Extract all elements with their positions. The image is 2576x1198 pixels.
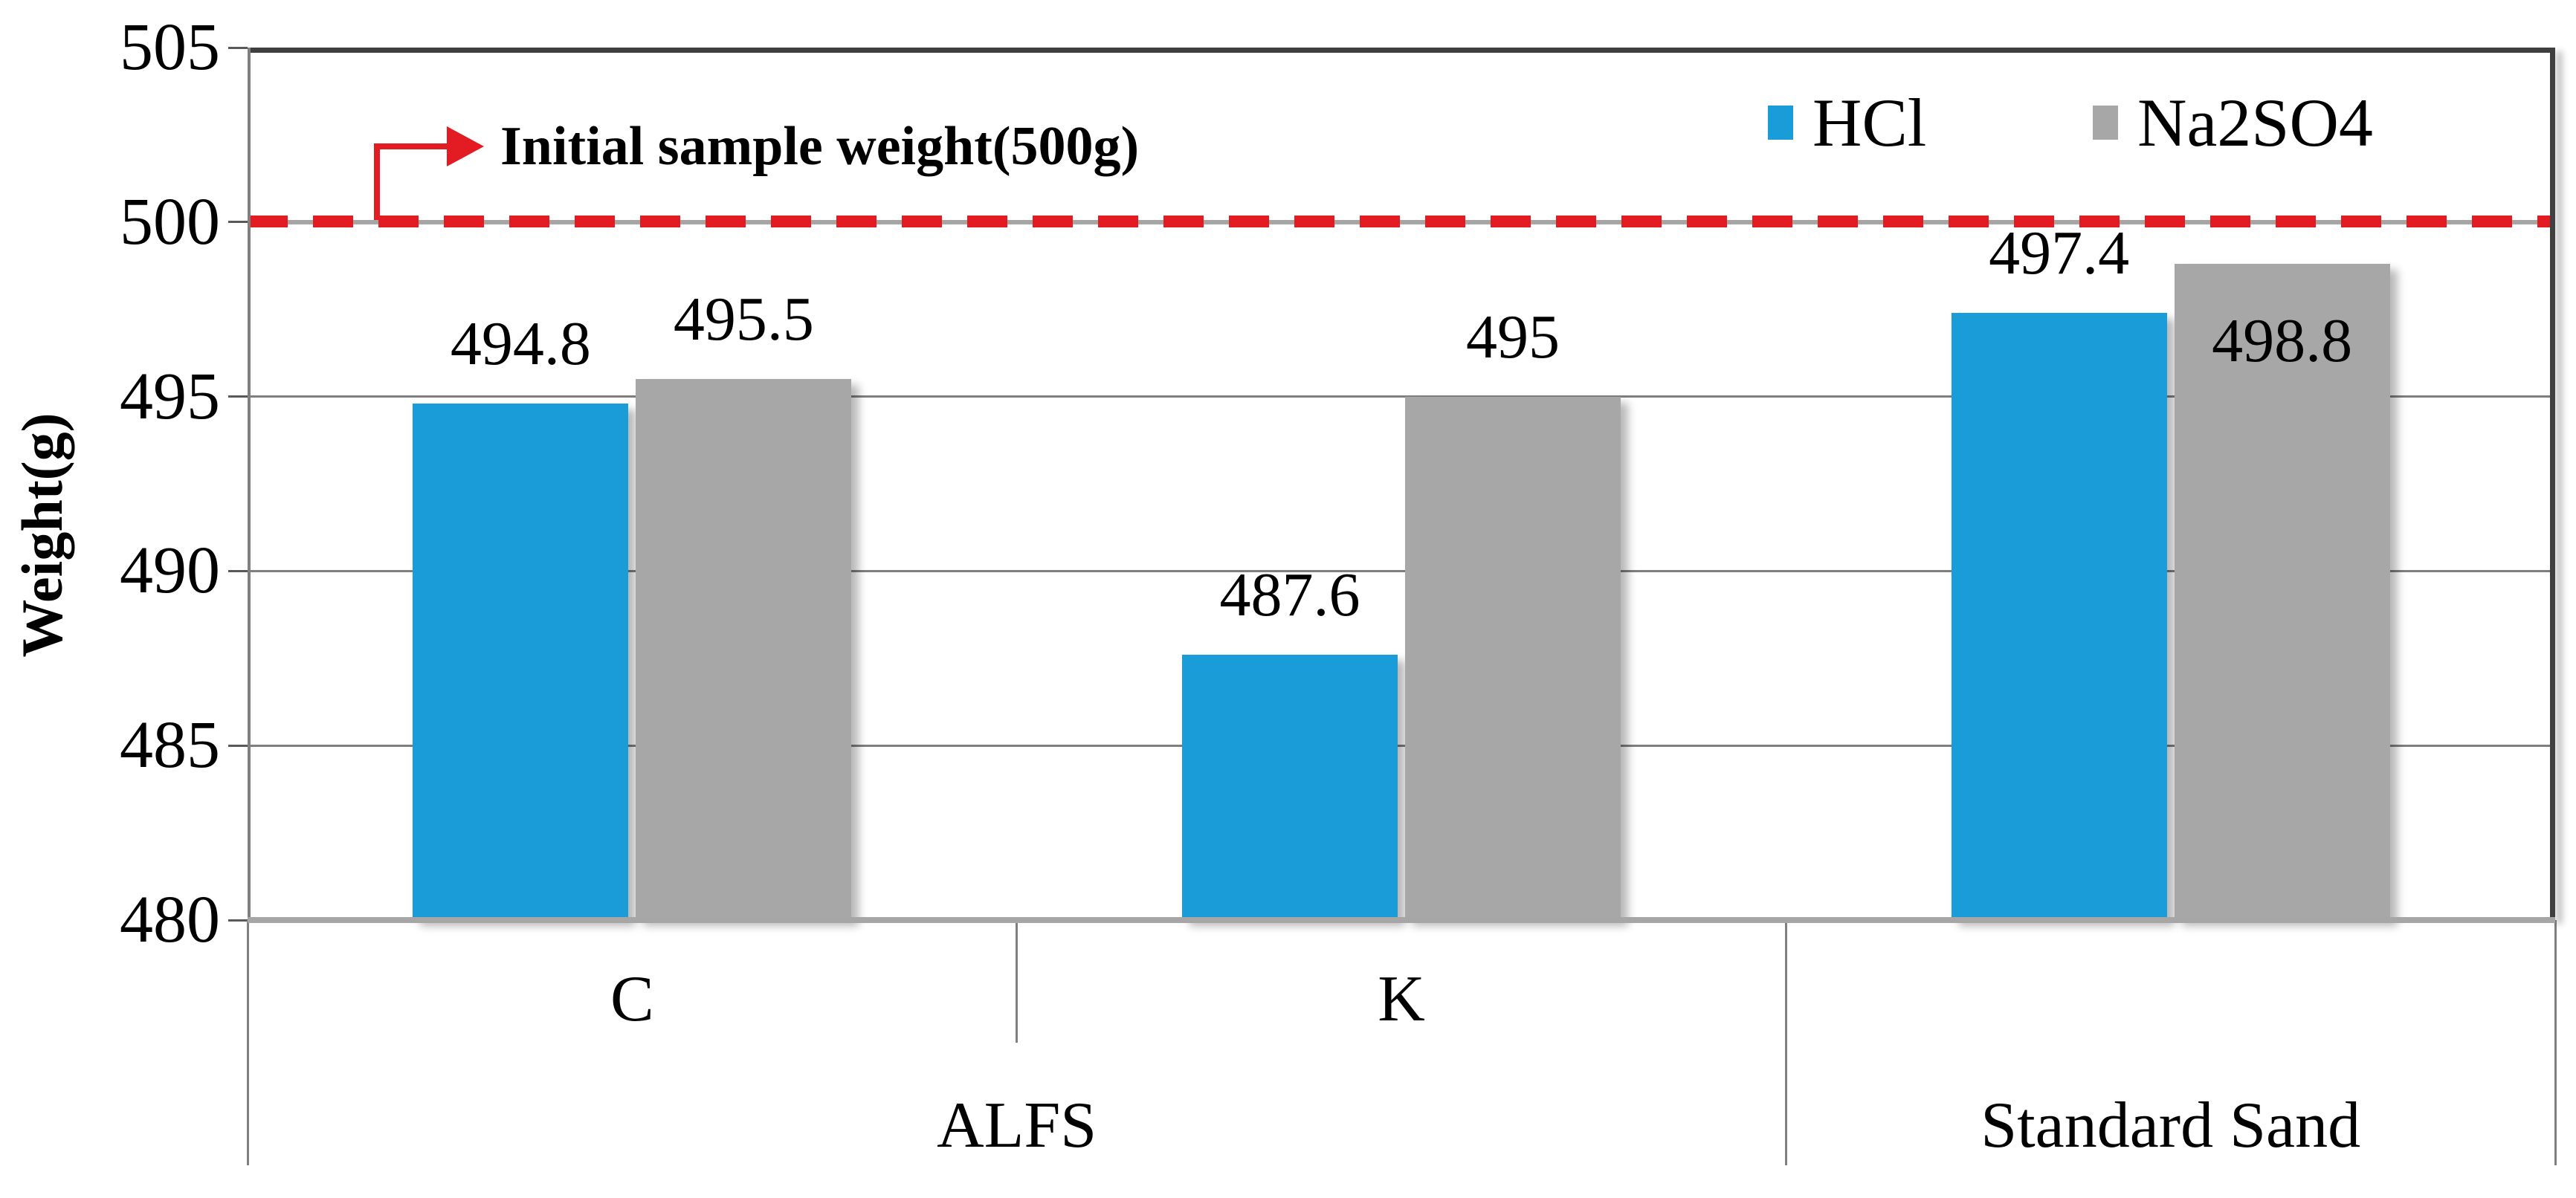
group-label-alfs: ALFS <box>937 1089 1097 1162</box>
y-tick-mark-485 <box>228 744 248 747</box>
bar-hcl-K <box>1182 655 1398 920</box>
reference-line-500 <box>248 215 2555 227</box>
plot-border-top <box>248 48 2555 53</box>
category-divider-3 <box>2554 920 2557 1165</box>
legend-swatch-na2so4 <box>2093 106 2118 140</box>
annotation-arrow-shaft <box>374 143 448 149</box>
y-tick-label-485: 485 <box>120 708 220 783</box>
bar-hcl-standard-sand <box>1951 312 2167 920</box>
y-tick-mark-505 <box>228 46 248 49</box>
y-tick-mark-495 <box>228 395 248 398</box>
category-label-c: C <box>610 963 654 1035</box>
legend-swatch-hcl <box>1768 106 1793 140</box>
gridline-485 <box>248 744 2555 747</box>
y-tick-label-480: 480 <box>120 883 220 956</box>
data-label-498.8: 498.8 <box>2212 306 2353 376</box>
bar-na2so4-K <box>1405 396 1621 920</box>
plot-area: Initial sample weight(500g) HCl Na2SO4 4… <box>248 48 2555 923</box>
y-tick-label-495: 495 <box>120 359 220 433</box>
annotation-arrow-stem <box>374 143 380 220</box>
data-label-495: 495 <box>1466 302 1560 372</box>
bar-na2so4-C <box>636 379 852 920</box>
data-label-487.6: 487.6 <box>1219 560 1360 630</box>
legend-item-na2so4: Na2SO4 <box>2093 84 2373 161</box>
bar-hcl-C <box>413 404 629 920</box>
data-label-497.4: 497.4 <box>1989 218 2130 288</box>
category-divider-2 <box>1784 920 1787 1165</box>
plot-border-right <box>2550 48 2555 920</box>
x-axis-line <box>248 917 2555 923</box>
annotation-arrow-head-icon <box>447 126 484 166</box>
y-tick-mark-480 <box>228 919 248 922</box>
y-tick-mark-500 <box>228 221 248 224</box>
y-tick-label-505: 505 <box>120 10 220 84</box>
y-axis-line <box>248 48 251 920</box>
legend-label-na2so4: Na2SO4 <box>2137 85 2373 161</box>
data-label-494.8: 494.8 <box>450 308 591 378</box>
category-divider-1 <box>1016 920 1019 1043</box>
y-tick-mark-490 <box>228 569 248 572</box>
bar-na2so4-standard-sand <box>2174 264 2390 920</box>
legend-label-hcl: HCl <box>1812 85 1927 161</box>
group-label-standard-sand: Standard Sand <box>1981 1089 2361 1162</box>
category-divider-0 <box>246 920 249 1165</box>
gridline-495 <box>248 395 2555 398</box>
legend-item-hcl: HCl <box>1768 84 1926 161</box>
gridline-490 <box>248 569 2555 572</box>
annotation-text: Initial sample weight(500g) <box>500 116 1140 177</box>
y-tick-label-500: 500 <box>120 184 220 259</box>
y-tick-label-490: 490 <box>120 534 220 608</box>
data-label-495.5: 495.5 <box>673 285 814 354</box>
category-label-k: K <box>1378 963 1425 1035</box>
